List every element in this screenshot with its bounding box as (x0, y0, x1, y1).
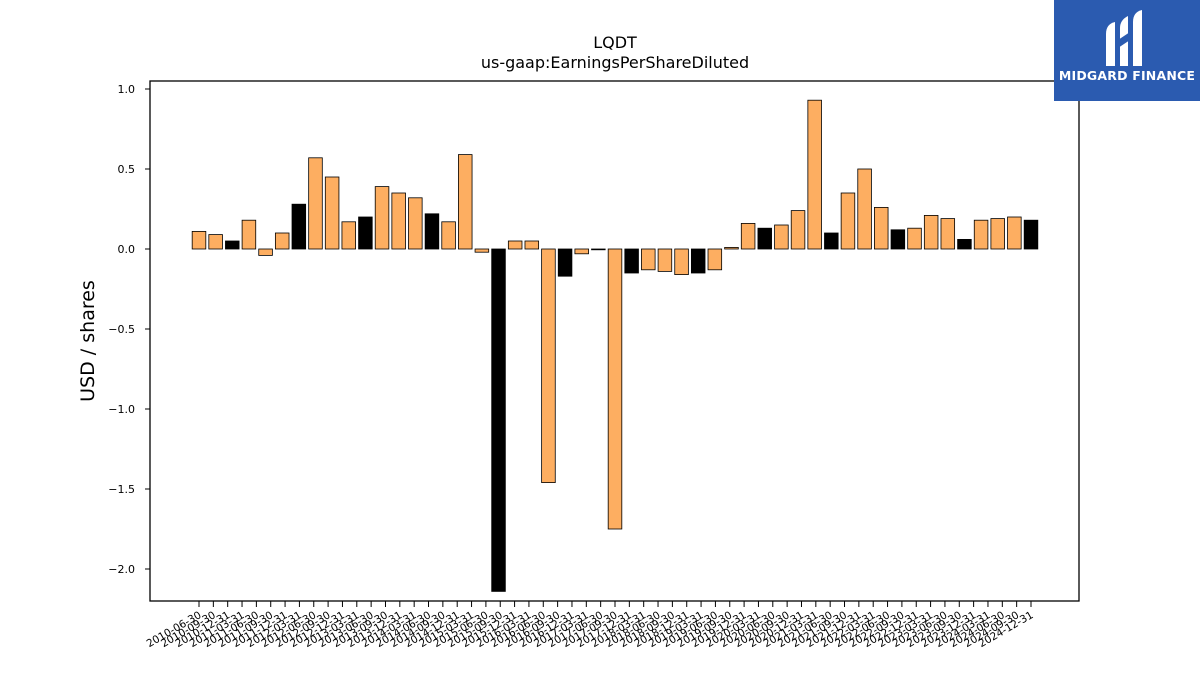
bar-5 (274, 232, 290, 250)
bars-group (191, 99, 1039, 592)
bar-30 (690, 248, 706, 274)
bar-36 (790, 210, 806, 250)
bar-22 (557, 248, 573, 277)
bar-20 (524, 240, 540, 250)
brand-logo: MIDGARD FINANCE (1054, 0, 1200, 101)
bar-44 (923, 214, 939, 250)
chart-subtitle: us-gaap:EarningsPerShareDiluted (481, 53, 749, 72)
bar-32 (724, 246, 739, 250)
bar-40 (857, 168, 872, 250)
bar-0 (191, 230, 207, 250)
y-tick-label: −2.0 (108, 563, 135, 576)
bar-42 (890, 229, 906, 250)
bar-49 (1007, 216, 1022, 250)
bar-24 (591, 248, 606, 251)
y-axis-ticks: 1.0 0.5 0.0 −0.5 −1.0 −1.5 −2.0 (108, 83, 150, 576)
bar-10 (358, 216, 373, 250)
bar-17 (474, 248, 490, 253)
y-tick-label: −1.5 (108, 483, 135, 496)
bar-27 (641, 248, 656, 271)
bar-28 (657, 248, 673, 272)
bar-11 (374, 186, 390, 250)
y-tick-label: −0.5 (108, 323, 135, 336)
y-tick-label: −1.0 (108, 403, 135, 416)
bar-18 (491, 248, 506, 592)
bar-3 (241, 219, 257, 250)
bar-23 (574, 248, 589, 255)
bar-2 (225, 240, 240, 250)
bar-16 (458, 154, 473, 250)
bar-4 (258, 248, 273, 256)
bar-47 (973, 219, 989, 250)
y-tick-label: 0.5 (118, 163, 136, 176)
bar-29 (674, 248, 689, 276)
bar-35 (774, 224, 789, 250)
bar-6 (291, 203, 307, 250)
plot-frame (149, 80, 1080, 602)
bar-45 (940, 218, 956, 250)
bar-26 (624, 248, 639, 274)
chart-title: LQDT (593, 33, 637, 52)
bar-14 (424, 213, 440, 250)
bar-41 (874, 206, 889, 250)
bar-43 (907, 227, 922, 250)
bar-8 (324, 176, 340, 250)
bar-37 (807, 99, 822, 250)
bar-13 (408, 197, 423, 250)
bar-19 (507, 240, 523, 250)
bar-1 (208, 234, 223, 250)
brand-name: MIDGARD FINANCE (1058, 68, 1196, 83)
bar-15 (441, 221, 456, 250)
y-axis-label: USD / shares (77, 280, 99, 402)
bar-9 (341, 221, 356, 250)
bar-33 (740, 222, 756, 250)
bar-38 (824, 232, 839, 250)
bar-46 (957, 238, 972, 250)
bar-31 (707, 248, 723, 271)
bar-25 (607, 248, 623, 530)
bar-50 (1023, 219, 1039, 250)
bar-21 (541, 248, 556, 484)
bar-12 (391, 192, 406, 250)
x-axis-ticks: 2010-06-302010-09-302010-12-312011-03-31… (145, 601, 1036, 650)
bar-39 (840, 192, 856, 250)
y-tick-label: 0.0 (118, 243, 136, 256)
y-tick-label: 1.0 (118, 83, 136, 96)
bar-34 (757, 227, 772, 250)
bar-7 (308, 157, 323, 250)
bar-48 (990, 218, 1005, 250)
midgard-logo-icon (1106, 10, 1142, 66)
